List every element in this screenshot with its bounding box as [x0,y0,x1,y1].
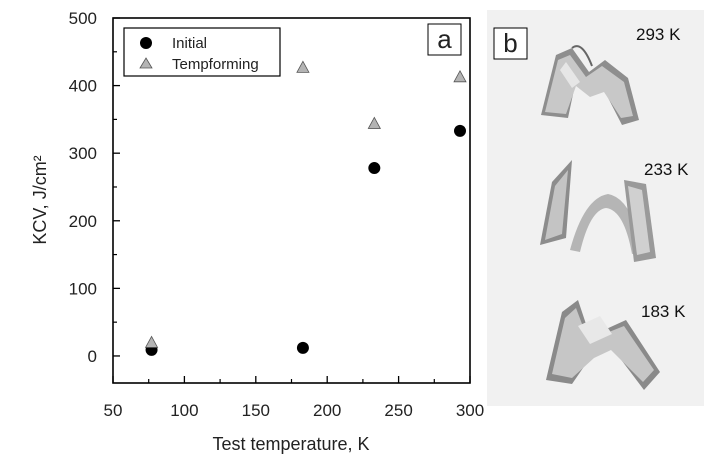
x-tick-label: 250 [384,401,412,420]
specimen-label-293: 293 K [636,25,681,44]
specimen-label-183: 183 K [641,302,686,321]
y-tick-label: 400 [69,77,97,96]
legend-marker-tempforming [139,57,153,69]
legend-marker-initial [140,37,152,49]
panel-label-a-box [427,23,462,56]
point-tempforming [367,116,381,129]
x-tick-label: 300 [456,401,484,420]
photo-panel: b 293 K 233 K 183 K [487,10,704,406]
x-tick-label: 50 [104,401,123,420]
x-axis-label: Test temperature, K [212,434,369,454]
legend-label-initial: Initial [172,35,207,52]
y-tick-label: 0 [88,347,97,366]
cracked-specimen-icon [546,300,660,390]
panel-label-b: b [503,28,517,58]
point-initial [368,162,381,175]
y-axis-label: KCV, J/cm² [30,155,50,244]
data-marks [144,60,467,356]
legend-label-tempforming: Tempforming [172,56,259,73]
y-axis-ticks: 0 100 200 300 400 500 [69,9,120,366]
point-tempforming [296,60,310,73]
y-tick-label: 200 [69,212,97,231]
panel-label-b-box [493,27,528,60]
specimen-label-233: 233 K [644,160,689,179]
y-tick-label: 100 [69,279,97,298]
point-initial [454,124,467,137]
point-tempforming [144,335,159,348]
split-specimen-icon [540,160,656,262]
x-tick-label: 150 [242,401,270,420]
point-initial [296,341,309,354]
bent-specimen-icon [541,45,639,125]
y-tick-label: 300 [69,144,97,163]
x-axis-ticks: 50 100 150 200 250 300 [104,376,484,420]
x-tick-label: 100 [170,401,198,420]
legend: Initial Tempforming [123,27,281,77]
x-tick-label: 200 [313,401,341,420]
panel-label-a: a [437,24,452,54]
scatter-chart: 50 100 150 200 250 300 0 100 200 300 400 500 Test … [30,9,484,454]
point-tempforming [453,69,467,83]
y-tick-label: 500 [69,9,97,28]
